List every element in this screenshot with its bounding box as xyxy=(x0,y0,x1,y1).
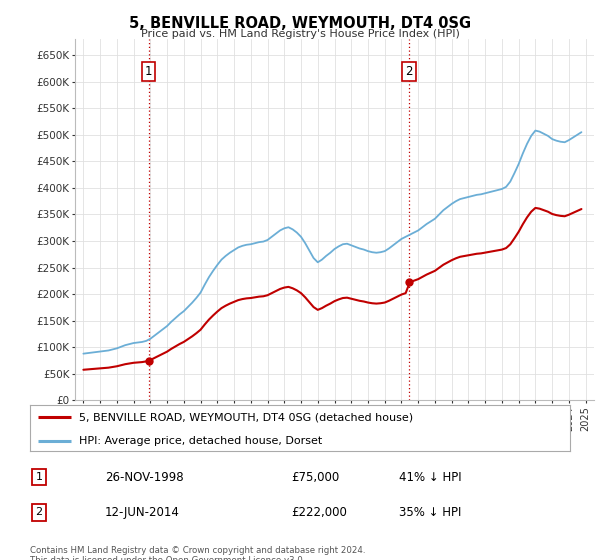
Text: Price paid vs. HM Land Registry's House Price Index (HPI): Price paid vs. HM Land Registry's House … xyxy=(140,29,460,39)
Text: 12-JUN-2014: 12-JUN-2014 xyxy=(105,506,180,519)
Text: 1: 1 xyxy=(35,472,43,482)
Text: £75,000: £75,000 xyxy=(291,470,339,484)
Text: 1: 1 xyxy=(145,64,152,78)
Text: Contains HM Land Registry data © Crown copyright and database right 2024.
This d: Contains HM Land Registry data © Crown c… xyxy=(30,546,365,560)
Text: HPI: Average price, detached house, Dorset: HPI: Average price, detached house, Dors… xyxy=(79,436,322,446)
Text: 5, BENVILLE ROAD, WEYMOUTH, DT4 0SG: 5, BENVILLE ROAD, WEYMOUTH, DT4 0SG xyxy=(129,16,471,31)
Text: £222,000: £222,000 xyxy=(291,506,347,519)
Text: 26-NOV-1998: 26-NOV-1998 xyxy=(105,470,184,484)
Text: 35% ↓ HPI: 35% ↓ HPI xyxy=(399,506,461,519)
Text: 2: 2 xyxy=(405,64,413,78)
Text: 5, BENVILLE ROAD, WEYMOUTH, DT4 0SG (detached house): 5, BENVILLE ROAD, WEYMOUTH, DT4 0SG (det… xyxy=(79,412,413,422)
Text: 2: 2 xyxy=(35,507,43,517)
Text: 41% ↓ HPI: 41% ↓ HPI xyxy=(399,470,461,484)
